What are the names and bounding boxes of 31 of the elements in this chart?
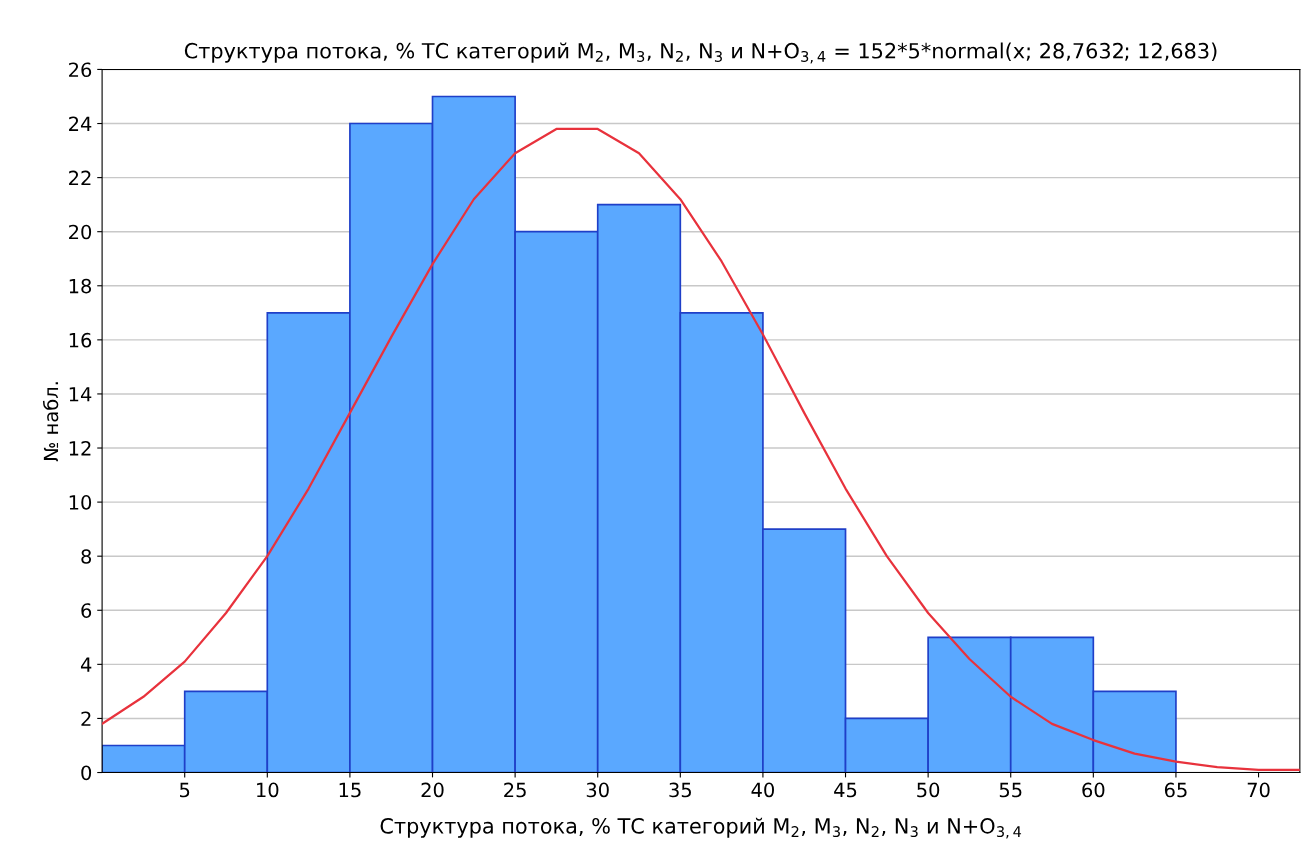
x-tick-label: 25 <box>504 782 526 798</box>
x-tick-label: 10 <box>257 782 279 798</box>
y-tick-label: 24 <box>69 116 92 131</box>
y-tick-label: 4 <box>80 657 92 672</box>
x-tick-label: 20 <box>421 782 444 798</box>
x-tick-label: 70 <box>1247 782 1270 798</box>
x-tick-label: 40 <box>751 782 774 798</box>
y-tick-label: 12 <box>69 440 91 456</box>
x-tick-label: 5 <box>180 782 190 798</box>
text: Структура потока, % ТС категорий M$_{2}$, M$_{3}$, N$_{2}$, N$_{3}$ и N+O$_{3,4}$ <box>380 817 1022 839</box>
y-tick-label: 14 <box>69 387 92 402</box>
y-tick-label: 2 <box>81 711 91 726</box>
y-tick-label: 16 <box>69 332 92 348</box>
y-tick-label: 6 <box>81 603 92 618</box>
y-tick-label: 18 <box>69 278 92 294</box>
y-tick-label: 0 <box>81 765 92 781</box>
x-tick-label: 50 <box>917 782 940 798</box>
x-tick-label: 35 <box>669 782 691 798</box>
x-tick-label: 45 <box>834 782 857 798</box>
x-tick-label: 15 <box>339 782 361 798</box>
y-tick-label: 10 <box>69 495 92 510</box>
x-tick-label: 60 <box>1082 782 1105 798</box>
x-tick-label: 30 <box>586 782 609 798</box>
chart-title: Структура потока, % ТС категорий M$_{2}$, M$_{3}$, N$_{2}$, N$_{3}$ и N+O$_{3,4}$ = 152*5*normal(x; 28,7632; 12,683) <box>184 42 1217 64</box>
y-tick-label: 20 <box>69 224 92 240</box>
y-tick-label: 26 <box>69 62 92 78</box>
y-tick-label: 22 <box>69 170 91 185</box>
x-tick-label: 65 <box>1164 782 1187 798</box>
y-tick-label: 8 <box>81 549 92 564</box>
y-axis-title: № набл. <box>42 382 59 462</box>
x-tick-label: 55 <box>999 782 1022 798</box>
